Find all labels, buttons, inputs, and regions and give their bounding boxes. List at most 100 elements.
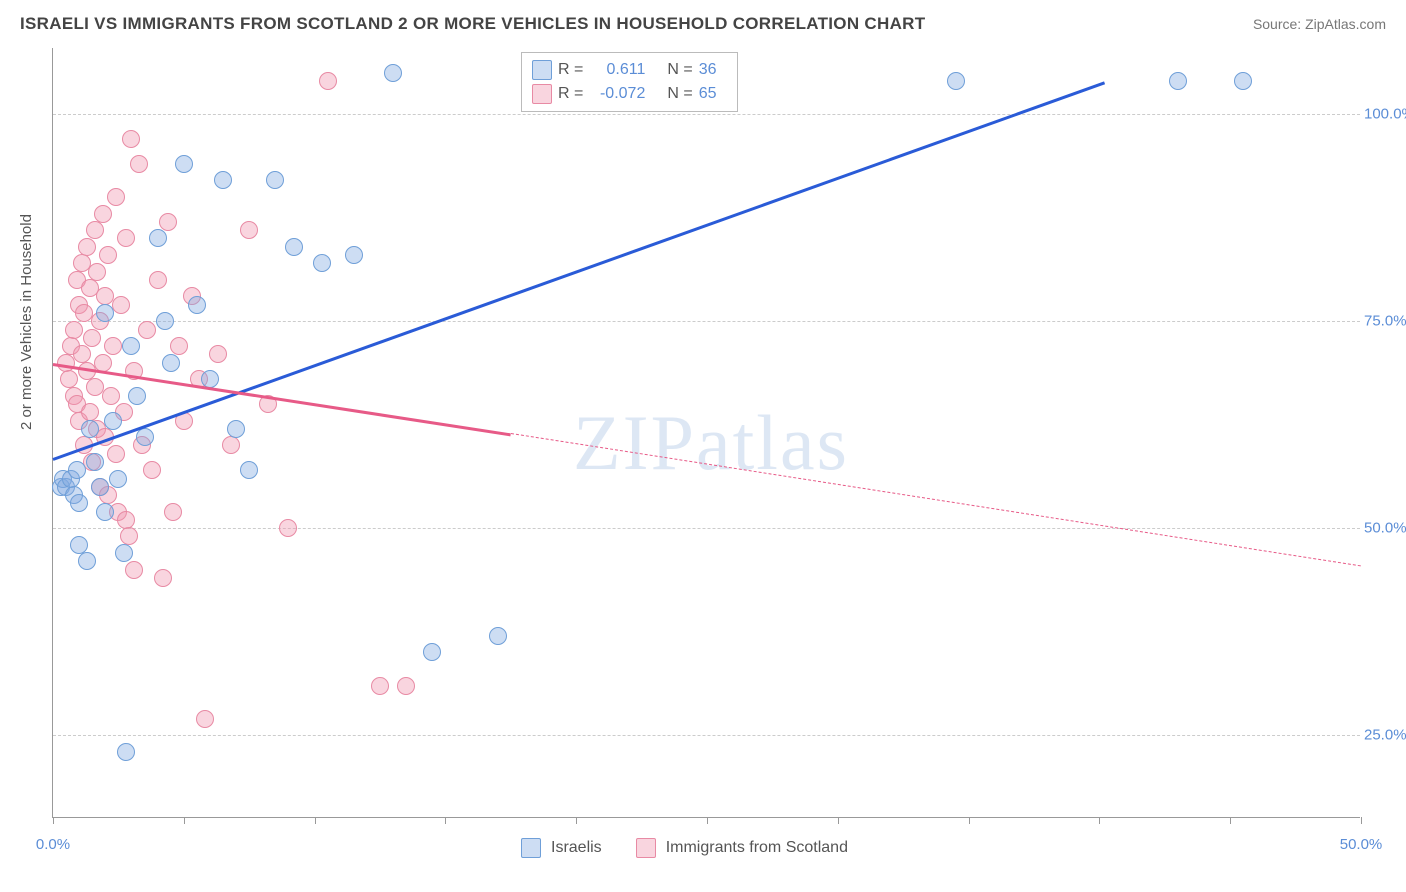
scotland-point bbox=[125, 561, 143, 579]
israelis-point bbox=[162, 354, 180, 372]
scotland-point bbox=[60, 370, 78, 388]
scotland-point bbox=[222, 436, 240, 454]
x-tick bbox=[1099, 817, 1100, 824]
r-label: R = bbox=[558, 85, 583, 103]
scotland-point bbox=[81, 403, 99, 421]
scotland-point bbox=[122, 130, 140, 148]
legend-series-label: Immigrants from Scotland bbox=[666, 839, 848, 857]
legend-correlation-row: R =0.611N =36 bbox=[532, 58, 727, 82]
israelis-point bbox=[117, 743, 135, 761]
x-tick bbox=[184, 817, 185, 824]
israelis-point bbox=[384, 64, 402, 82]
israelis-point bbox=[947, 72, 965, 90]
watermark: ZIPatlas bbox=[573, 398, 849, 488]
scotland-point bbox=[86, 221, 104, 239]
scotland-point bbox=[107, 445, 125, 463]
scotland-point bbox=[117, 229, 135, 247]
legend-series: Israelis Immigrants from Scotland bbox=[521, 838, 872, 858]
israelis-point bbox=[104, 412, 122, 430]
scotland-point bbox=[319, 72, 337, 90]
scotland-point bbox=[209, 345, 227, 363]
n-value: 65 bbox=[699, 85, 727, 103]
israelis-point bbox=[313, 254, 331, 272]
r-value: -0.072 bbox=[589, 85, 645, 103]
x-tick bbox=[838, 817, 839, 824]
israelis-point bbox=[96, 503, 114, 521]
scotland-point bbox=[78, 238, 96, 256]
scotland-point bbox=[196, 710, 214, 728]
scotland-point bbox=[73, 345, 91, 363]
scotland-point bbox=[397, 677, 415, 695]
israelis-point bbox=[81, 420, 99, 438]
scotland-point bbox=[130, 155, 148, 173]
israelis-point bbox=[1234, 72, 1252, 90]
n-label: N = bbox=[667, 85, 692, 103]
scotland-point bbox=[371, 677, 389, 695]
scotland-point bbox=[102, 387, 120, 405]
israelis-point bbox=[136, 428, 154, 446]
israelis-point bbox=[149, 229, 167, 247]
israelis-point bbox=[91, 478, 109, 496]
scotland-point bbox=[120, 527, 138, 545]
x-tick-label: 0.0% bbox=[36, 836, 70, 853]
legend-swatch bbox=[532, 84, 552, 104]
scotland-point bbox=[107, 188, 125, 206]
n-label: N = bbox=[667, 61, 692, 79]
israelis-point bbox=[70, 494, 88, 512]
scotland-point bbox=[154, 569, 172, 587]
israelis-point bbox=[115, 544, 133, 562]
israelis-point bbox=[266, 171, 284, 189]
legend-swatch bbox=[636, 838, 656, 858]
scotland-point bbox=[104, 337, 122, 355]
scotland-point bbox=[83, 329, 101, 347]
y-tick-label: 25.0% bbox=[1364, 727, 1406, 744]
scotland-point bbox=[240, 221, 258, 239]
scotland-point bbox=[170, 337, 188, 355]
x-tick bbox=[1230, 817, 1231, 824]
x-tick bbox=[53, 817, 54, 824]
n-value: 36 bbox=[699, 61, 727, 79]
israelis-point bbox=[78, 552, 96, 570]
israelis-point bbox=[489, 627, 507, 645]
scotland-point bbox=[99, 246, 117, 264]
x-tick bbox=[707, 817, 708, 824]
x-tick bbox=[315, 817, 316, 824]
gridline bbox=[53, 321, 1360, 322]
israelis-point bbox=[345, 246, 363, 264]
israelis-point bbox=[175, 155, 193, 173]
x-tick bbox=[445, 817, 446, 824]
scotland-point bbox=[279, 519, 297, 537]
plot-area: ZIPatlas R =0.611N =36R =-0.072N =65 Isr… bbox=[52, 48, 1360, 818]
scotland-point bbox=[143, 461, 161, 479]
y-tick-label: 100.0% bbox=[1364, 106, 1406, 123]
israelis-point bbox=[68, 461, 86, 479]
legend-correlation-row: R = -0.072 N = 65 bbox=[532, 82, 727, 106]
x-tick-label: 50.0% bbox=[1340, 836, 1383, 853]
y-axis-label: 2 or more Vehicles in Household bbox=[18, 214, 35, 430]
scotland-point bbox=[117, 511, 135, 529]
x-tick bbox=[969, 817, 970, 824]
x-tick bbox=[576, 817, 577, 824]
y-tick-label: 50.0% bbox=[1364, 520, 1406, 537]
israelis-point bbox=[156, 312, 174, 330]
scotland-point bbox=[94, 205, 112, 223]
israelis-point bbox=[423, 643, 441, 661]
x-tick bbox=[1361, 817, 1362, 824]
scotland-point bbox=[159, 213, 177, 231]
r-label: R = bbox=[558, 61, 583, 79]
israelis-point bbox=[109, 470, 127, 488]
gridline bbox=[53, 735, 1360, 736]
israelis-point bbox=[1169, 72, 1187, 90]
israelis-trend bbox=[52, 81, 1105, 461]
legend-series-label: Israelis bbox=[551, 839, 602, 857]
israelis-point bbox=[227, 420, 245, 438]
legend-swatch bbox=[521, 838, 541, 858]
israelis-point bbox=[96, 304, 114, 322]
scotland-point bbox=[149, 271, 167, 289]
scotland-point bbox=[65, 321, 83, 339]
scotland-trend-extrapolated bbox=[511, 433, 1361, 566]
gridline bbox=[53, 114, 1360, 115]
israelis-point bbox=[128, 387, 146, 405]
israelis-point bbox=[285, 238, 303, 256]
gridline bbox=[53, 528, 1360, 529]
